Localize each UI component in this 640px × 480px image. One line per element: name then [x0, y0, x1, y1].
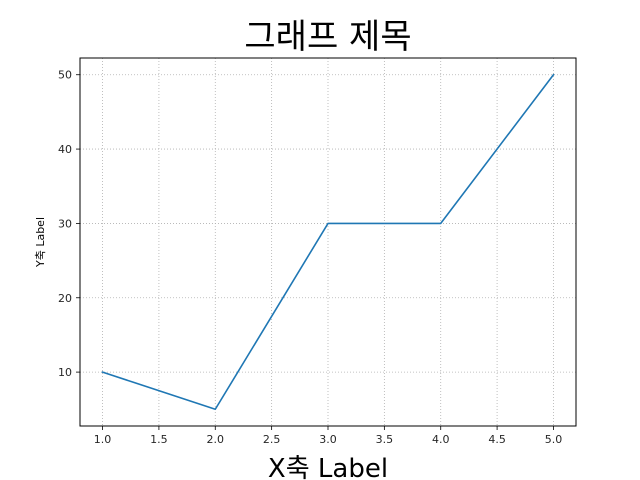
x-tick-label: 2.0 — [207, 433, 225, 446]
x-axis-label: X축 Label — [268, 454, 388, 480]
y-tick-label: 50 — [58, 69, 72, 82]
series-line — [101, 73, 555, 411]
series-layer — [101, 73, 555, 411]
y-tick-label: 30 — [58, 217, 72, 230]
x-tick-label: 1.0 — [94, 433, 112, 446]
y-tick-label: 40 — [58, 143, 72, 156]
chart-title: 그래프 제목 — [244, 17, 411, 57]
grid — [80, 58, 576, 426]
y-axis: 10 20 30 40 50 — [58, 69, 80, 379]
x-tick-label: 2.5 — [263, 433, 281, 446]
x-axis: 1.0 1.5 2.0 2.5 3.0 3.5 4.0 4.5 5.0 — [94, 426, 562, 446]
y-tick-label: 20 — [58, 292, 72, 305]
y-tick-label: 10 — [58, 366, 72, 379]
x-tick-label: 3.0 — [319, 433, 337, 446]
y-axis-label: Y축 Label — [34, 217, 47, 268]
x-tick-label: 5.0 — [545, 433, 563, 446]
x-tick-label: 4.5 — [488, 433, 506, 446]
x-tick-label: 3.5 — [376, 433, 394, 446]
x-tick-label: 1.5 — [150, 433, 168, 446]
x-tick-label: 4.0 — [432, 433, 450, 446]
